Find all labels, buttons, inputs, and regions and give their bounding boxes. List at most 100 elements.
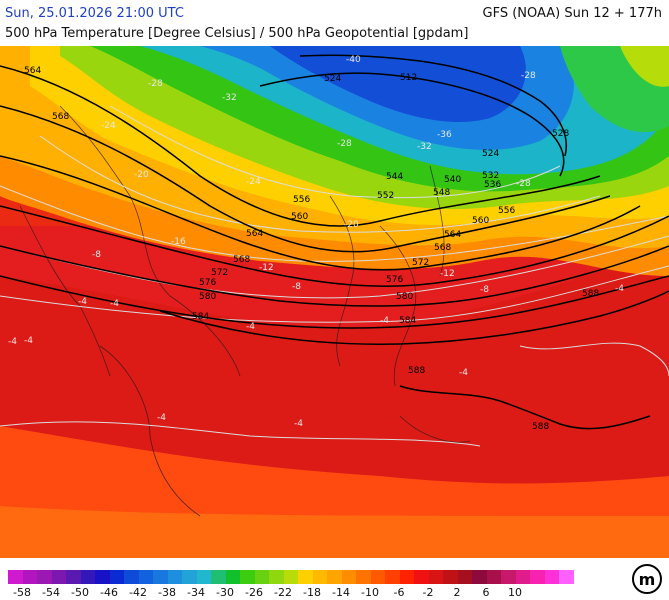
isotherm-label: -4 — [459, 368, 468, 378]
geopotential-label: 576 — [199, 278, 216, 288]
geopotential-label: 556 — [498, 206, 515, 216]
color-swatch — [472, 570, 487, 584]
color-scale-label: 10 — [508, 586, 522, 599]
geopotential-label: 572 — [412, 258, 429, 268]
contour-labels: 564 568 524 512 528 524 532 536 544 540 … — [24, 66, 599, 432]
southern-edge — [0, 506, 669, 558]
isotherm-label: -12 — [440, 269, 455, 279]
band-deep-blue — [270, 46, 526, 122]
color-swatch — [486, 570, 501, 584]
geopotential-label: 512 — [400, 73, 417, 83]
isotherm-label: -4 — [78, 297, 87, 307]
color-swatch — [457, 570, 472, 584]
geopotential-label: 536 — [484, 180, 501, 190]
color-swatch — [167, 570, 182, 584]
isotherm-label: -4 — [380, 316, 389, 326]
isotherm-label: -4 — [110, 299, 119, 309]
geopotential-label: 580 — [396, 292, 413, 302]
color-scale-label: -42 — [129, 586, 147, 599]
color-scale-label: -38 — [158, 586, 176, 599]
meteologix-logo[interactable]: m — [631, 563, 663, 595]
color-scale-label: -22 — [274, 586, 292, 599]
color-swatch — [414, 570, 429, 584]
color-scale-labels: -58 -54 -50 -46 -42 -38 -34 -30 -26 -22 -18 -14 -10-… — [0, 586, 669, 600]
isotherm-label: -24 — [246, 177, 261, 187]
color-swatch — [240, 570, 255, 584]
color-scale-label: -54 — [42, 586, 60, 599]
color-swatch — [341, 570, 356, 584]
color-scale-label: -58 — [13, 586, 31, 599]
valid-time: Sun, 25.01.2026 21:00 UTC — [5, 6, 184, 21]
geopotential-label: 584 — [399, 316, 416, 326]
color-swatch — [109, 570, 124, 584]
color-swatch — [312, 570, 327, 584]
color-scale-label: -6 — [393, 586, 405, 599]
geopotential-label: 564 — [444, 230, 461, 240]
isotherm-labels: -40 -36 -32 -32 -28 -28 -28 -28 -24 -24 … — [8, 55, 624, 429]
geopotential-label: 568 — [233, 255, 250, 265]
color-swatch — [124, 570, 139, 584]
isotherm-label: -28 — [148, 79, 163, 89]
isotherm-label: -32 — [417, 142, 432, 152]
map-header: Sun, 25.01.2026 21:00 UTC GFS (NOAA) Sun… — [0, 0, 669, 46]
color-swatch — [544, 570, 559, 584]
color-swatch — [80, 570, 95, 584]
color-swatch — [254, 570, 269, 584]
color-scale-label: 2 — [453, 586, 461, 599]
color-scale-label: -2 — [422, 586, 434, 599]
geopotential-label: 572 — [211, 268, 228, 278]
isotherm-label: -28 — [521, 71, 536, 81]
isotherm-label: -24 — [101, 121, 116, 131]
weather-map[interactable]: 564 568 524 512 528 524 532 536 544 540 … — [0, 46, 669, 558]
color-swatch — [370, 570, 385, 584]
color-swatch — [182, 570, 197, 584]
isotherm-label: -4 — [615, 284, 624, 294]
color-scale-label: -46 — [100, 586, 118, 599]
color-swatch — [51, 570, 66, 584]
geopotential-label: 584 — [192, 312, 209, 322]
color-scale-bar — [8, 570, 574, 584]
color-swatch — [211, 570, 226, 584]
color-swatch — [283, 570, 298, 584]
isotherm-label: -16 — [171, 237, 186, 247]
color-scale-label: -18 — [303, 586, 321, 599]
isotherm-label: -20 — [344, 220, 359, 230]
isotherm-label: -12 — [259, 263, 274, 273]
color-swatch — [298, 570, 313, 584]
logo-text: m — [639, 570, 656, 589]
geopotential-label: 568 — [434, 243, 451, 253]
isotherm-label: -8 — [292, 282, 301, 292]
color-swatch — [385, 570, 400, 584]
isotherm-label: -4 — [246, 322, 255, 332]
geopotential-label: 556 — [293, 195, 310, 205]
geopotential-label: 540 — [444, 175, 461, 185]
geopotential-label: 588 — [532, 422, 549, 432]
color-swatch — [66, 570, 81, 584]
color-scale: -58 -54 -50 -46 -42 -38 -34 -30 -26 -22 -18 -14 -10-… — [0, 558, 669, 600]
color-swatch — [356, 570, 371, 584]
color-scale-label: 6 — [482, 586, 490, 599]
color-swatch — [269, 570, 284, 584]
isotherm-label: -40 — [346, 55, 361, 65]
color-swatch — [37, 570, 52, 584]
geopotential-label: 560 — [472, 216, 489, 226]
isotherm-label: -4 — [8, 337, 17, 347]
color-swatch — [530, 570, 545, 584]
map-subtitle: 500 hPa Temperature [Degree Celsius] / 5… — [5, 26, 469, 41]
isotherm-label: -4 — [24, 336, 33, 346]
geopotential-label: 552 — [377, 191, 394, 201]
color-swatch — [559, 570, 574, 584]
color-swatch — [443, 570, 458, 584]
geopotential-label: 548 — [433, 188, 450, 198]
isotherm-label: -4 — [294, 419, 303, 429]
color-scale-label: -14 — [332, 586, 350, 599]
isotherm-label: -28 — [337, 139, 352, 149]
geopotential-label: 588 — [408, 366, 425, 376]
color-swatch — [153, 570, 168, 584]
geopotential-label: 560 — [291, 212, 308, 222]
geopotential-label: 524 — [482, 149, 499, 159]
color-scale-label: -26 — [245, 586, 263, 599]
isotherm-label: -20 — [134, 170, 149, 180]
color-swatch — [515, 570, 530, 584]
isotherm-label: -28 — [516, 179, 531, 189]
